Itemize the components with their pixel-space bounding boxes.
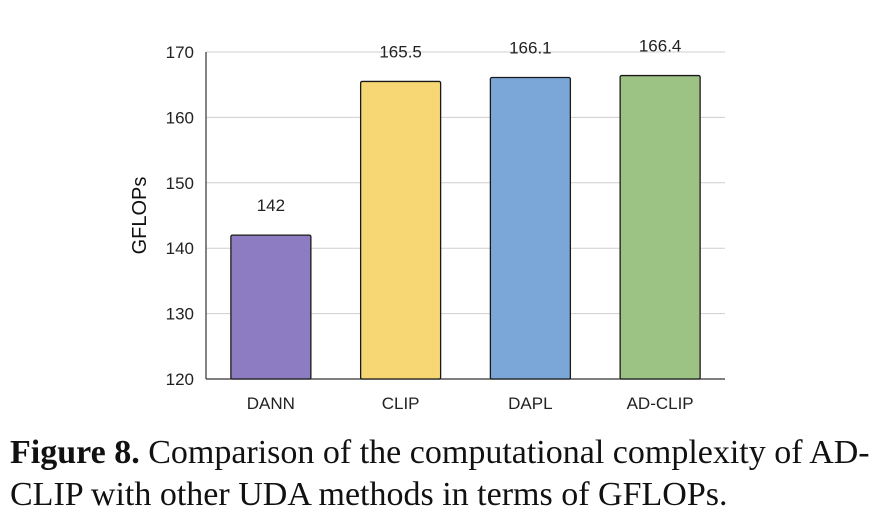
y-tick-label: 160 bbox=[166, 108, 194, 127]
x-tick-label: AD-CLIP bbox=[627, 394, 694, 413]
y-tick-label: 140 bbox=[166, 239, 194, 258]
x-axis-ticks: DANN CLIP DAPL AD-CLIP bbox=[247, 394, 694, 413]
x-tick-label: DANN bbox=[247, 394, 295, 413]
x-tick-label: CLIP bbox=[382, 394, 420, 413]
data-label: 166.4 bbox=[639, 37, 682, 56]
y-tick-label: 170 bbox=[166, 43, 194, 62]
y-axis-ticks: 120 130 140 150 160 170 bbox=[166, 43, 194, 389]
y-tick-label: 130 bbox=[166, 305, 194, 324]
data-label: 165.5 bbox=[379, 42, 422, 61]
caption-label: Figure 8. bbox=[10, 434, 140, 471]
bar-ad-clip bbox=[619, 74, 701, 380]
bars bbox=[230, 74, 701, 380]
bar-dann bbox=[230, 234, 312, 380]
data-labels: 142 165.5 166.1 166.4 bbox=[257, 37, 682, 216]
x-tick-label: DAPL bbox=[508, 394, 552, 413]
bar-chart: 120 130 140 150 160 170 142 165.5 166.1 166.4 DA… bbox=[129, 37, 725, 413]
data-label: 142 bbox=[257, 196, 285, 215]
bar-dapl bbox=[489, 76, 572, 380]
bar-clip bbox=[359, 80, 442, 380]
figure-caption: Figure 8. Comparison of the computationa… bbox=[10, 432, 880, 516]
y-tick-label: 150 bbox=[166, 174, 194, 193]
caption-text: Comparison of the computational complexi… bbox=[10, 434, 870, 513]
y-axis-title: GFLOPs bbox=[129, 177, 151, 255]
y-tick-label: 120 bbox=[166, 370, 194, 389]
data-label: 166.1 bbox=[509, 39, 552, 58]
